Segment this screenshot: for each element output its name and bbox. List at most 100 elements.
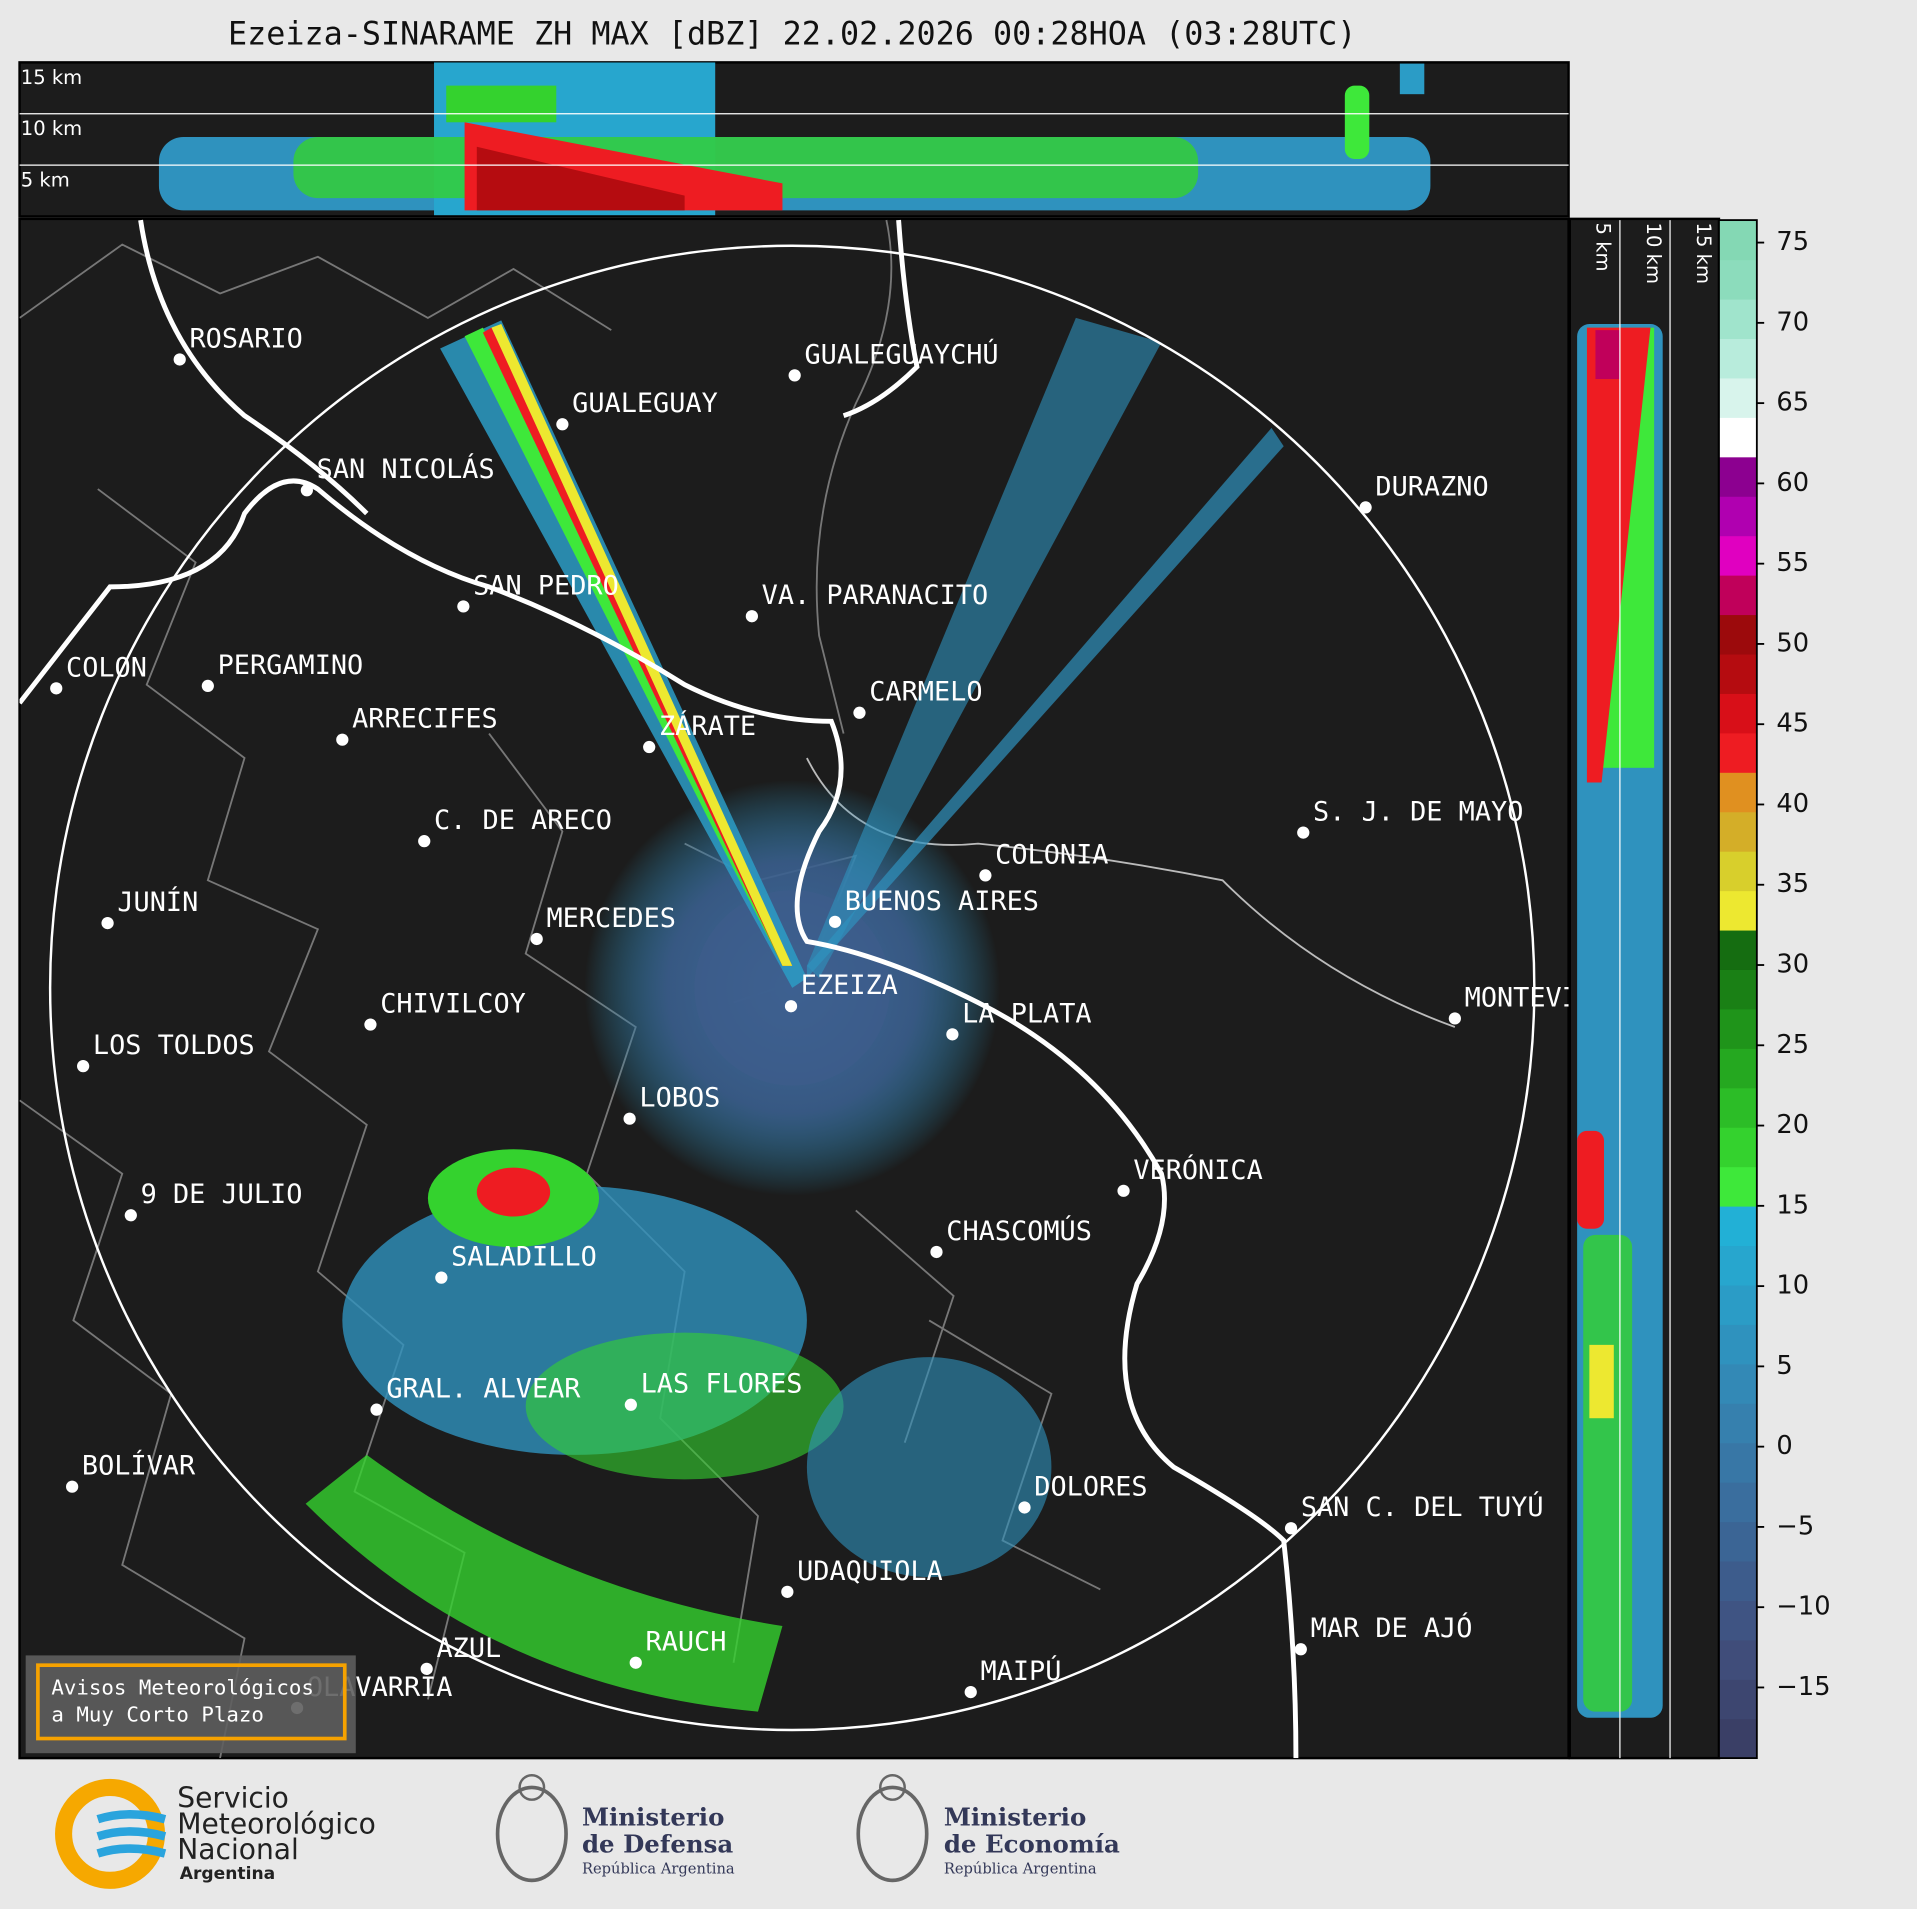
height-label: 5 km [1592,223,1615,272]
city-label: 9 DE JULIO [141,1179,303,1210]
city-dot [1294,1643,1307,1656]
colorbar-tick-label: 35 [1776,869,1809,899]
city-label: DOLORES [1034,1471,1147,1502]
colorbar-band [1718,259,1757,300]
city-dot [364,1018,377,1031]
city-dot [101,916,114,930]
colorbar-band [1718,377,1757,418]
colorbar-band [1718,1363,1757,1404]
city-label: CARMELO [869,677,982,708]
notice-box: Avisos Meteorológicos a Muy Corto Plazo [25,1655,356,1754]
colorbar-band [1718,1127,1757,1168]
city-label: BOLÍVAR [82,1450,196,1482]
city-dot [643,740,656,754]
city-label: CHIVILCOY [380,988,526,1019]
city-dot [624,1398,637,1411]
colorbar-band [1718,298,1757,340]
city-dot [629,1656,642,1669]
colorbar-band [1718,1442,1757,1483]
colorbar-tick-label: 10 [1776,1271,1809,1301]
colorbar-tick-label: 55 [1776,548,1809,578]
city-dot [853,706,866,719]
footer: Servicio Meteorológico Nacional Argentin… [55,1773,1120,1889]
city-dot [201,679,214,693]
height-label: 15 km [1692,223,1715,284]
city-dot [828,915,842,928]
colorbar-tick-label: 75 [1776,227,1809,257]
city-label: C. DE ARECO [434,805,612,836]
city-dot [623,1112,636,1125]
city-label: RAUCH [646,1627,727,1658]
city-label: EZEIZA [801,970,898,1001]
city-label: MAIPÚ [981,1655,1062,1687]
colorbar-band [1718,1521,1757,1562]
colorbar-band [1718,732,1757,773]
colorbar-band [1718,1008,1757,1049]
colorbar-band [1718,1718,1757,1759]
defensa-logo: Ministerio de Defensa República Argentin… [495,1773,735,1883]
city-label: DURAZNO [1375,471,1488,502]
colorbar-band [1718,890,1757,931]
colorbar-band [1718,614,1757,655]
height-label: 15 km [21,66,82,89]
city-dot [173,353,186,366]
colorbar-band [1718,417,1757,458]
city-label: GUALEGUAYCHÚ [804,338,998,370]
city-dot [457,600,470,613]
notice-text: Avisos Meteorológicos [51,1675,314,1699]
notice-text: a Muy Corto Plazo [51,1702,264,1726]
city-label: LOBOS [639,1083,720,1114]
colorbar-tick-label: 5 [1776,1351,1792,1381]
city-dot [556,418,569,431]
city-label: UDAQUIOLA [797,1556,943,1587]
city-dot [50,682,63,695]
smn-logo: Servicio Meteorológico Nacional Argentin… [55,1778,376,1889]
city-dot [435,1271,448,1284]
colorbar-band [1718,220,1757,261]
city-dot [300,484,313,497]
city-label: GUALEGUAY [572,388,718,419]
city-dot [530,932,543,946]
colorbar-band [1718,1324,1757,1365]
logo-text: Ministerio [944,1803,1086,1832]
colorbar-tick-label: 0 [1776,1431,1792,1461]
logo-text: Nacional [177,1833,299,1866]
city-label: JUNÍN [117,886,198,918]
colorbar-band [1718,693,1757,734]
colorbar-tick-label: 25 [1776,1030,1809,1060]
colorbar-tick-label: 45 [1776,709,1809,739]
colorbar-band [1718,653,1757,694]
colorbar-band [1718,929,1757,970]
colorbar-band [1718,1403,1757,1444]
economia-logo: Ministerio de Economía República Argenti… [856,1773,1120,1883]
colorbar-band [1718,1166,1757,1207]
colorbar-band [1718,575,1757,616]
colorbar-band [1718,1048,1757,1089]
city-dot [1117,1184,1130,1197]
city-label: MERCEDES [546,903,675,934]
colorbar-tick-label: −15 [1776,1672,1830,1702]
colorbar-tick-label: 50 [1776,628,1809,658]
colorbar-tick-label: −10 [1776,1592,1830,1622]
colorbar-band [1718,1679,1757,1720]
city-label: GRAL. ALVEAR [386,1374,581,1405]
city-label: COLON [66,652,147,683]
logo-text: de Defensa [582,1830,733,1859]
city-dot [784,1000,798,1013]
colorbar-tick-label: 15 [1776,1190,1809,1220]
city-label: S. J. DE MAYO [1313,797,1523,828]
colorbar-band [1718,1600,1757,1641]
logo-text: Servicio [177,1782,289,1815]
colorbar-band [1718,338,1757,379]
city-label: CHASCOMÚS [946,1215,1092,1247]
city-dot [1448,1012,1461,1025]
city-dot [781,1585,794,1598]
colorbar-tick-label: −5 [1776,1511,1814,1541]
side-cross-section: 5 km 10 km 15 km [1568,217,1721,1760]
logo-text: de Economía [944,1830,1120,1859]
city-label: ROSARIO [189,323,302,354]
logo-text: República Argentina [944,1860,1097,1877]
colorbar-band [1718,456,1757,497]
